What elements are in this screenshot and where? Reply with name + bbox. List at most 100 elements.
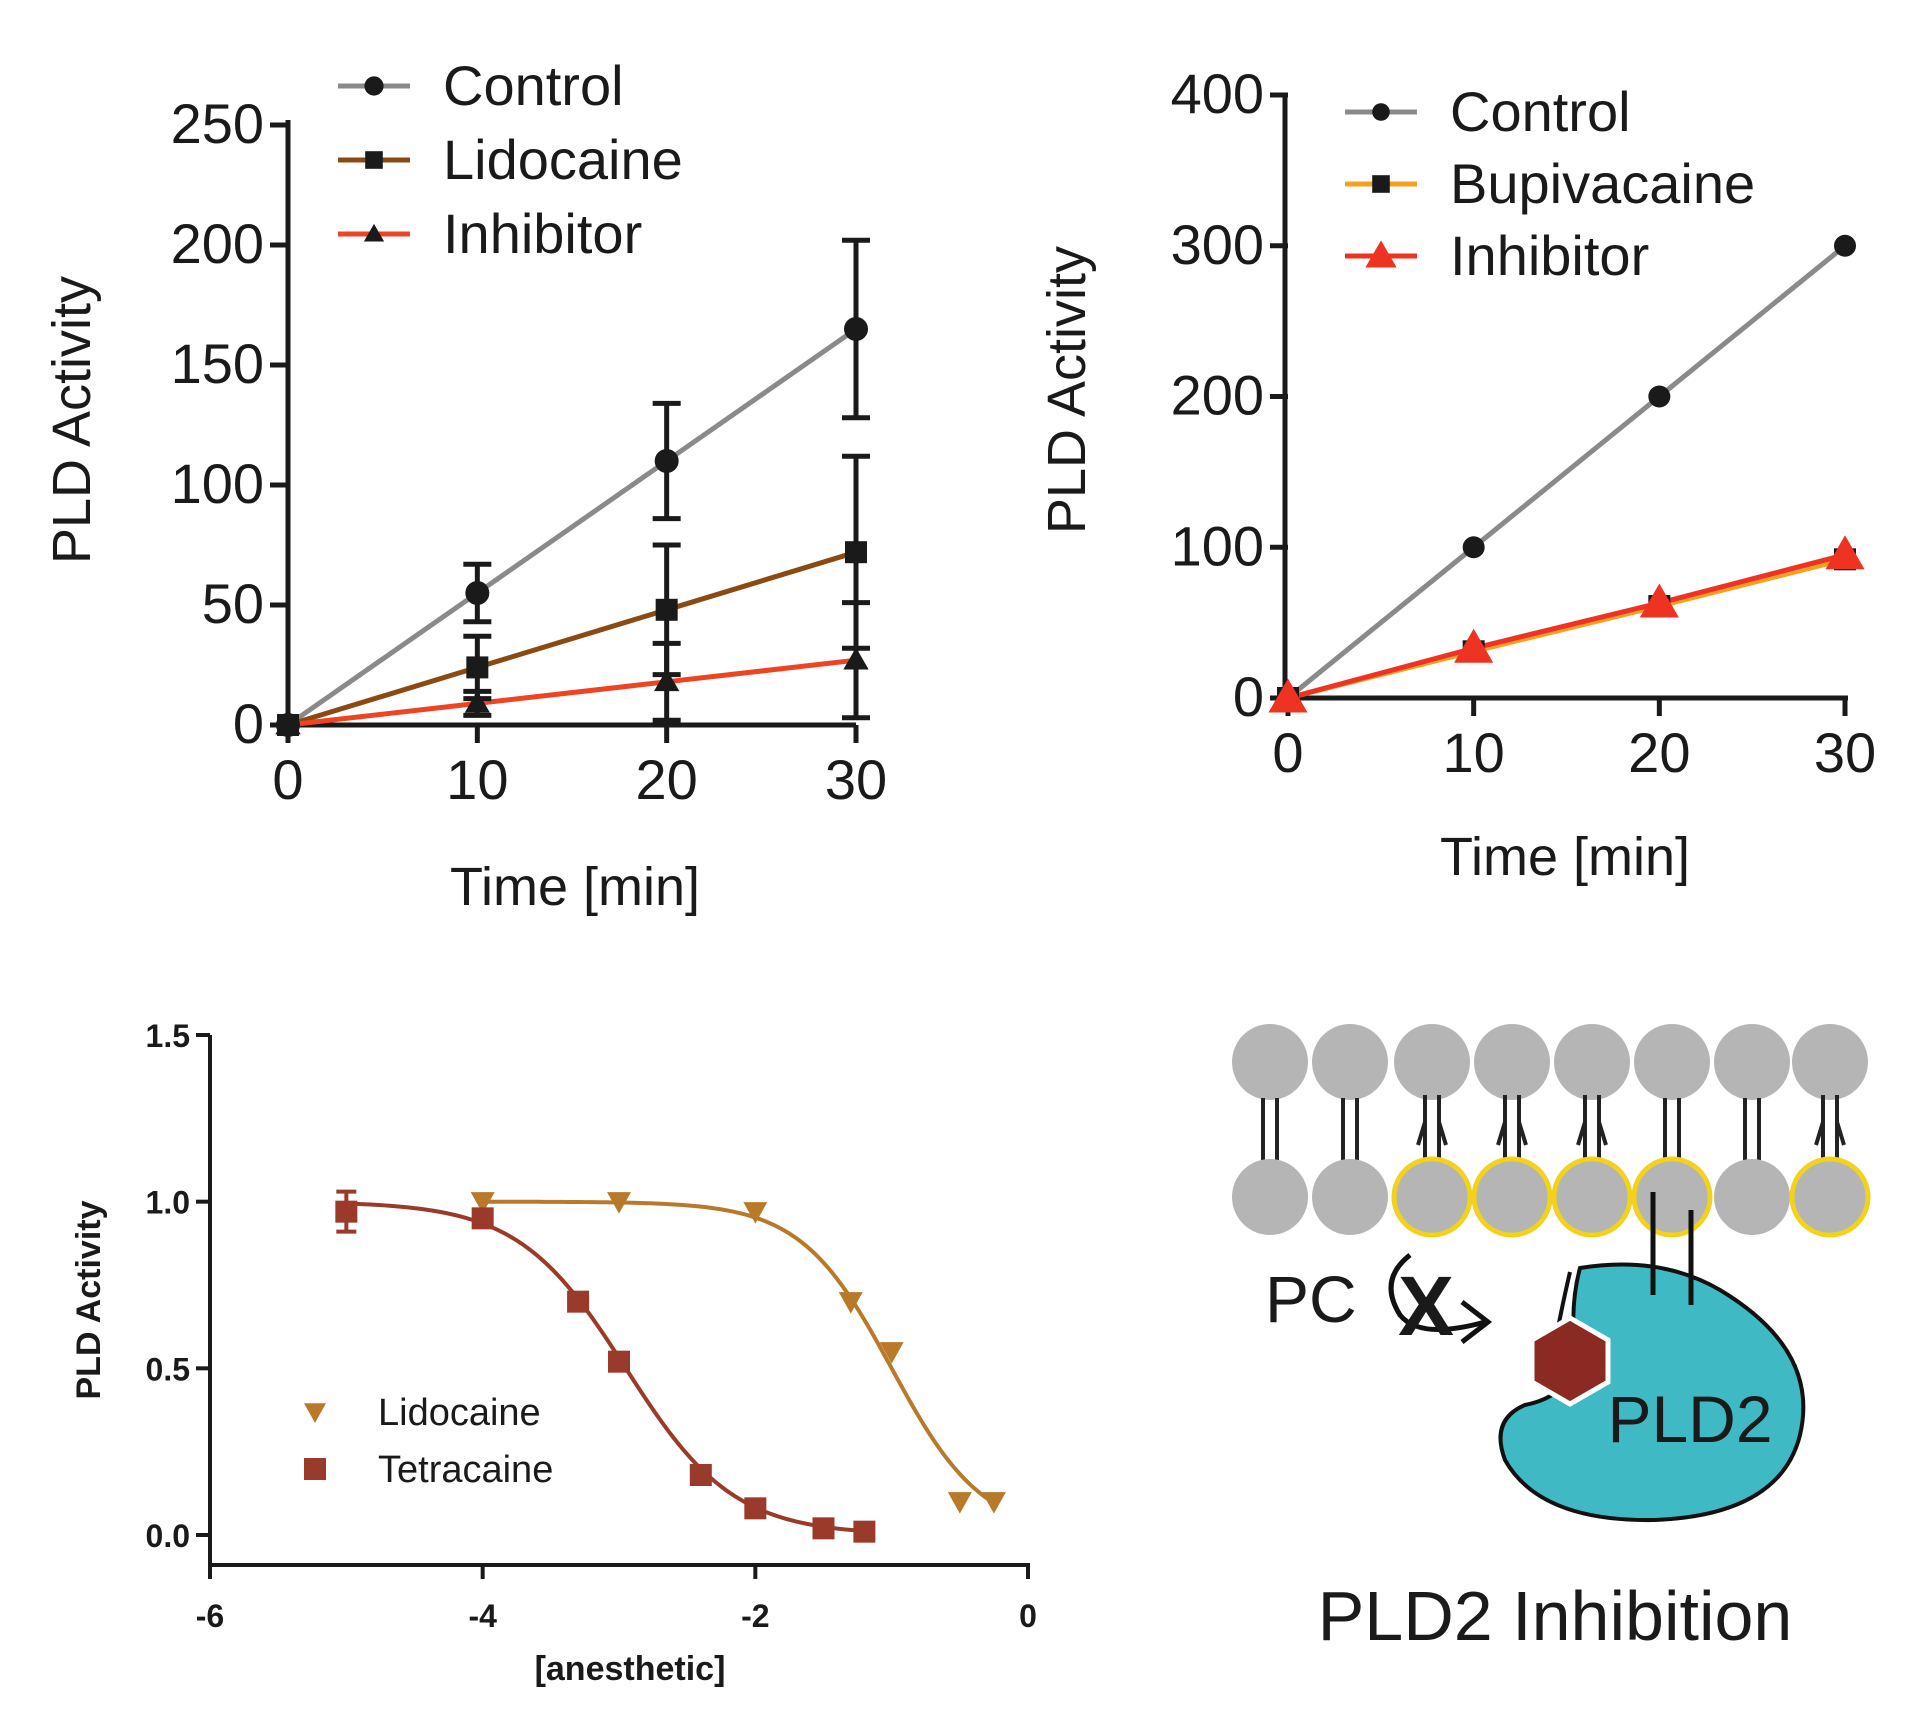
chart-1-y-tick-label: 0 [233, 692, 264, 755]
chart-1-x-tick-label: 30 [825, 748, 887, 811]
chart-2-legend-marker [1372, 103, 1390, 121]
chart-1-legend-label: Control [443, 54, 624, 117]
chart-1-y-tick-label: 250 [171, 92, 264, 155]
chart-1-point-inhibitor [464, 690, 490, 713]
chart-1-x-axis-label: Time [min] [450, 857, 700, 917]
chart-2-point-inhibitor [1825, 535, 1865, 570]
lipid-head-top [1792, 1024, 1868, 1100]
chart-3-y-tick-label: 0.5 [146, 1351, 190, 1387]
chart-3-point-tetracaine [853, 1520, 876, 1543]
chart-3-point-lidocaine [470, 1192, 495, 1214]
chart-3-legend-marker [304, 1458, 326, 1480]
chart-1-y-tick-label: 200 [171, 212, 264, 275]
chart-1-legend-label: Inhibitor [443, 202, 642, 265]
chart-3-y-tick-label: 1.5 [146, 1018, 190, 1054]
chart-1-y-tick-label: 50 [202, 572, 264, 635]
chart-2-legend-label: Inhibitor [1450, 224, 1649, 287]
lipid-head-top [1714, 1024, 1790, 1100]
chart-2-point-inhibitor [1454, 628, 1494, 663]
chart-1-legend-marker [365, 151, 383, 169]
chart-1-point-inhibitor [275, 712, 301, 735]
chart-1-point-inhibitor [843, 647, 869, 670]
chart-1-x-tick-label: 10 [446, 748, 508, 811]
chart-1-series-line-inhibitor [287, 657, 857, 728]
chart-3-y-axis-label: PLD Activity [70, 1200, 108, 1399]
chart-2-point-control [1462, 536, 1485, 559]
chart-3-point-tetracaine [608, 1350, 630, 1373]
chart-2-point-control [1834, 234, 1856, 257]
chart-1-lidocaine-time-course: 0 50 100 150 200 250 0 10 20 30 PLD Activity Time… [42, 54, 887, 917]
substrate-label: PC [1265, 1262, 1357, 1336]
chart-3-x-axis-label: [anesthetic] [535, 1650, 726, 1688]
chart-2-series-line-inhibitor [1287, 552, 1846, 701]
lipid-head-top [1394, 1024, 1470, 1100]
lipid-head-bottom-highlighted [1551, 1156, 1633, 1238]
chart-3-x-tick-label: -6 [196, 1598, 224, 1634]
lipid-head-top [1232, 1024, 1308, 1100]
lipid-tail-kink [1597, 1095, 1608, 1146]
chart-3-dose-response: 0.0 0.5 1.0 1.5 -6 -4 -2 0 PLD Activity [anesth… [70, 1018, 1037, 1688]
lipid-head-bottom [1312, 1159, 1388, 1235]
chart-1-point-lidocaine [466, 656, 489, 679]
lipid-head-top [1554, 1024, 1630, 1100]
chart-1-point-control [465, 581, 490, 605]
chart-2-series-line-control [1286, 243, 1847, 700]
lipid-tail-kink [1496, 1095, 1507, 1146]
lipid-head-bottom-highlighted [1631, 1156, 1713, 1238]
lipid-head-bottom-highlighted [1789, 1156, 1871, 1238]
chart-2-legend-marker [1365, 240, 1397, 268]
chart-2-x-tick-label: 0 [1272, 721, 1303, 784]
chart-2-y-tick-label: 0 [1233, 665, 1264, 728]
pld2-inhibition-diagram: PC X PLD2 PLD2 Inhibition [1232, 1024, 1871, 1655]
chart-1-x-tick-label: 20 [636, 748, 698, 811]
chart-2-point-inhibitor [1268, 678, 1308, 713]
inhibitor-hexagon-icon [1529, 1315, 1611, 1407]
chart-3-y-tick-label: 1.0 [146, 1185, 190, 1221]
chart-3-point-tetracaine [335, 1200, 358, 1223]
chart-3-point-lidocaine [981, 1492, 1006, 1514]
chart-1-y-tick-label: 150 [171, 332, 264, 395]
chart-1-point-lidocaine [845, 541, 867, 564]
chart-3-point-lidocaine [743, 1202, 768, 1224]
chart-2-x-axis-label: Time [min] [1440, 827, 1690, 887]
lipid-tail-kink [1835, 1095, 1846, 1146]
chart-3-x-tick-label: -2 [741, 1598, 769, 1634]
lipid-head-top [1312, 1024, 1388, 1100]
lipid-tail-kink [1416, 1095, 1427, 1146]
chart-3-x-tick-label: -4 [468, 1598, 497, 1634]
lipid-tail-kink [1576, 1095, 1587, 1146]
chart-2-legend-marker [1372, 175, 1390, 193]
chart-2-x-tick-label: 20 [1628, 721, 1690, 784]
lipid-head-bottom-highlighted [1471, 1156, 1553, 1238]
chart-1-y-tick-label: 100 [171, 452, 264, 515]
lipid-head-top [1634, 1024, 1710, 1100]
chart-2-y-tick-label: 200 [1171, 364, 1264, 427]
chart-1-point-control [654, 449, 679, 473]
diagram-caption: PLD2 Inhibition [1318, 1577, 1793, 1655]
chart-2-y-tick-label: 300 [1171, 213, 1264, 276]
chart-3-point-lidocaine [838, 1292, 863, 1314]
chart-3-point-tetracaine [744, 1497, 767, 1520]
lipid-head-bottom [1714, 1159, 1790, 1235]
chart-2-x-tick-label: 30 [1814, 721, 1876, 784]
chart-3-point-tetracaine [471, 1207, 494, 1230]
chart-1-legend-marker [364, 76, 384, 96]
chart-1-legend-marker [363, 223, 385, 242]
chart-1-point-lidocaine [655, 598, 678, 621]
chart-3-point-lidocaine [947, 1492, 972, 1514]
chart-1-x-tick-label: 0 [272, 748, 303, 811]
chart-3-y-tick-label: 0.0 [146, 1518, 190, 1554]
lipid-head-bottom-highlighted [1391, 1156, 1473, 1238]
chart-3-legend-label: Lidocaine [378, 1392, 541, 1434]
chart-2-legend-label: Control [1450, 80, 1631, 143]
lipid-bilayer [1232, 1024, 1871, 1238]
chart-3-point-lidocaine [879, 1342, 904, 1364]
reaction-arrow-icon [1388, 1253, 1486, 1333]
chart-2-x-tick-label: 10 [1443, 721, 1505, 784]
lipid-tail-kink [1437, 1095, 1448, 1146]
chart-3-fit-curve-tetracaine [346, 1201, 865, 1534]
chart-1-y-axis-label: PLD Activity [42, 276, 102, 564]
chart-2-y-tick-label: 400 [1171, 62, 1264, 125]
chart-2-point-control [1648, 385, 1671, 408]
